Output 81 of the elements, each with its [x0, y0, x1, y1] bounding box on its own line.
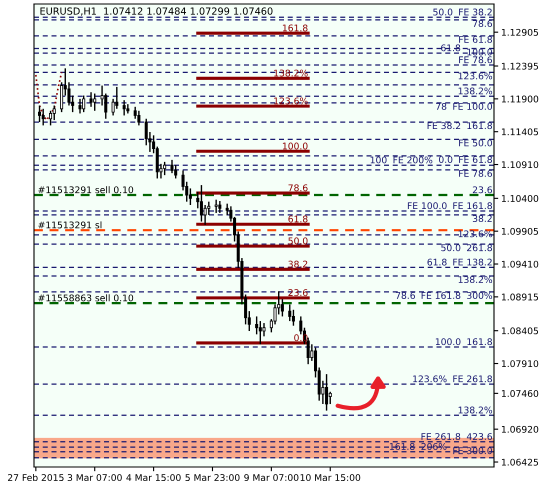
x-tick-label: 27 Feb 2015 [8, 474, 64, 482]
annotation: FE 300.0 [453, 447, 492, 454]
annotation: FE 138.2 [453, 258, 492, 266]
ref-line-label: #11558863 sell 0.10 [38, 294, 134, 302]
candlestick [325, 373, 328, 412]
series-label: 100.0 [282, 142, 308, 150]
annotation: 138.2% [458, 87, 492, 94]
candlestick [218, 200, 222, 214]
x-tick-label: 3 Mar 07:00 [68, 474, 122, 482]
y-tick-label: 1.07910 [502, 360, 538, 368]
candlestick [174, 164, 178, 180]
candlestick [42, 108, 45, 126]
line-series [35, 71, 62, 121]
series-label: 23.6 [288, 289, 308, 296]
annotation: 0.0 [439, 156, 452, 163]
y-tick-label: 1.10910 [502, 161, 538, 168]
annotation: 100.0 [436, 338, 460, 346]
candlestick [258, 320, 262, 345]
annotation: FE 200% [394, 156, 432, 164]
series-label: 50.0 [288, 237, 308, 244]
y-tick-label: 1.11900 [502, 96, 538, 102]
y-tick-label: 1.08405 [502, 327, 538, 334]
y-tick-label: 1.06425 [502, 458, 538, 466]
x-tick-label: 9 Mar 07:00 [244, 474, 298, 482]
candlestick [93, 92, 96, 112]
x-tick-label: 10 Mar 15:00 [300, 474, 360, 482]
y-tick-label: 1.10400 [502, 195, 538, 202]
y-tick-label: 1.09410 [502, 260, 538, 268]
y-tick-label: 1.08915 [502, 294, 538, 300]
annotation: 138.2% [458, 406, 492, 414]
y-tick-label: 1.07460 [502, 390, 538, 397]
annotation: 161.8 [467, 338, 492, 346]
ref-line-label: #11513291 sl [38, 221, 102, 228]
annotation: 261.8 [467, 244, 492, 252]
annotation: 50.0 [433, 8, 452, 16]
x-tick-label: 4 Mar 15:00 [126, 474, 181, 482]
candlestick [200, 184, 203, 222]
annotation: 138.2% [458, 276, 492, 284]
series-label: 38.2 [288, 260, 308, 268]
series-label: 138.2% [274, 70, 308, 77]
annotation: FE 78.6 [459, 56, 492, 64]
y-tick-label: 1.09905 [502, 228, 538, 235]
series-label: 161.8 [282, 24, 308, 32]
series-label: 123.6% [274, 97, 308, 104]
annotation: 161.8 [467, 122, 492, 130]
candlestick [38, 104, 42, 123]
series-label: 61.8 [288, 216, 308, 222]
candlestick [90, 92, 93, 108]
ref-line-label: #11513291 sell 0.10 [38, 186, 134, 194]
y-tick-label: 1.12905 [502, 28, 538, 36]
candlestick [137, 110, 140, 126]
annotation: 61.8 [427, 258, 447, 266]
y-tick-label: 1.06920 [502, 426, 538, 433]
y-tick-label: 1.11405 [502, 128, 538, 136]
annotation: FE 261.8 [453, 375, 492, 382]
candlestick [204, 204, 207, 226]
annotation: FE 38.2 [428, 122, 460, 130]
candlestick [126, 103, 130, 114]
chart-title: EURUSD,H1 1.07412 1.07484 1.07299 1.07460 [40, 7, 273, 16]
y-tick-label: 1.12395 [502, 62, 538, 70]
annotation: 50.0 [441, 244, 460, 252]
annotation: 300% [467, 292, 492, 299]
candlestick [262, 322, 266, 338]
annotation: FE 161.8 [453, 202, 492, 210]
candlestick [115, 86, 118, 110]
annotation: 423.6 [466, 433, 492, 440]
series-label: 78.6 [288, 184, 308, 192]
candlestick [214, 198, 218, 214]
candlestick [288, 304, 292, 322]
candlestick [78, 98, 82, 114]
annotation: FE 261.8 [422, 433, 460, 440]
annotation: 123.6% [413, 375, 447, 382]
annotation: FE 38.2 [459, 8, 492, 16]
candlestick [122, 99, 126, 116]
candlestick [328, 391, 332, 405]
annotation: 23.6 [472, 186, 492, 194]
candlestick [163, 161, 166, 176]
x-tick-label: 5 Mar 23:00 [186, 474, 240, 482]
candlestick [82, 94, 86, 113]
annotation: FE 100.0 [408, 202, 447, 210]
annotation: 100 [370, 156, 387, 164]
